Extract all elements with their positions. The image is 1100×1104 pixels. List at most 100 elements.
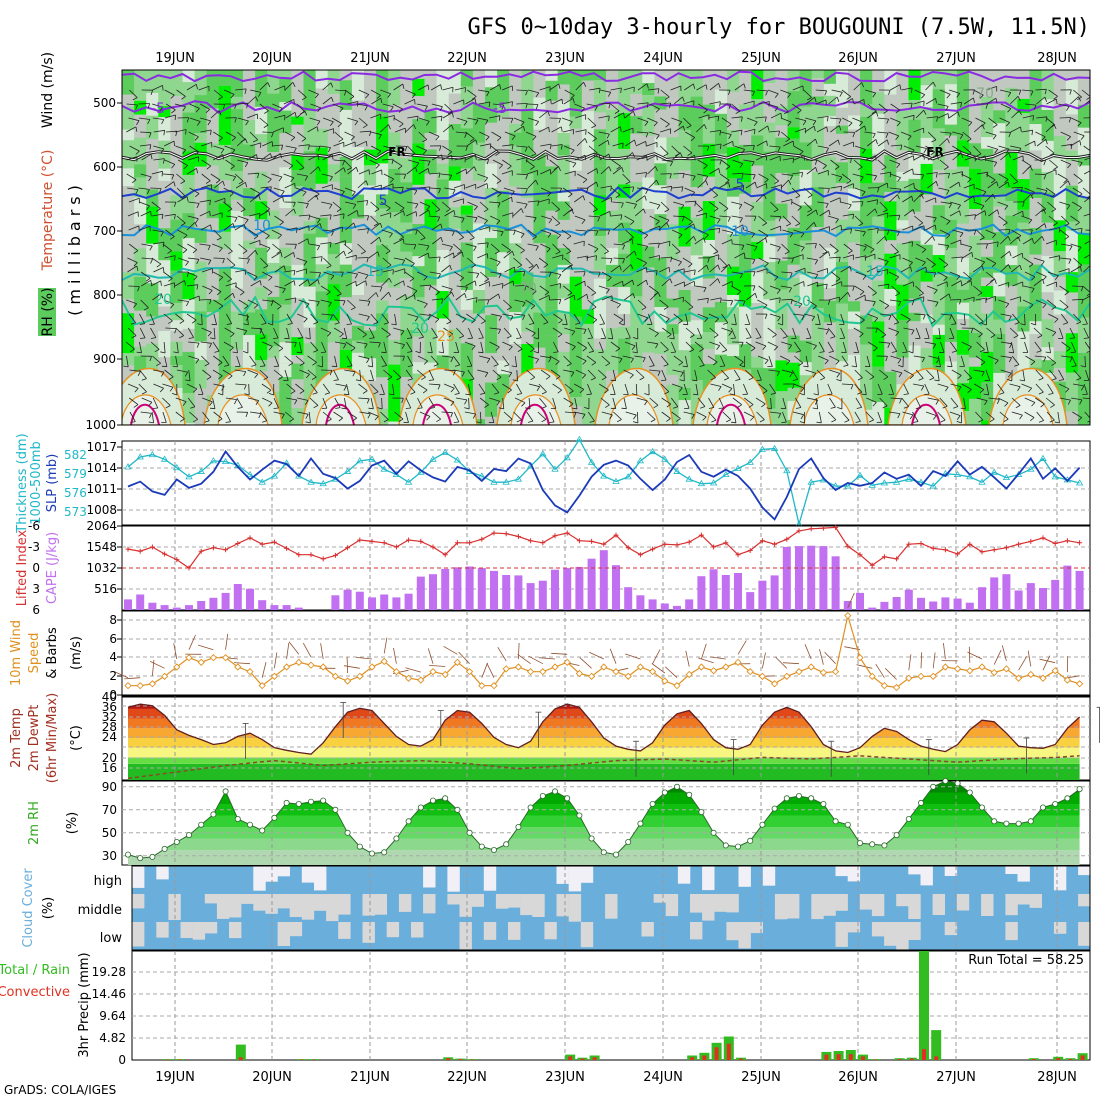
rh-cell	[134, 277, 147, 311]
rh-cell	[449, 132, 462, 166]
rh-cell	[667, 334, 680, 375]
rh-cell	[425, 285, 438, 298]
wind-barb-flag	[804, 156, 805, 161]
rh-cell	[642, 70, 655, 83]
rh-cell	[219, 232, 232, 249]
rh-cell	[316, 129, 329, 148]
rh-cell	[388, 252, 401, 288]
rh-cell	[279, 424, 292, 435]
rh-cell	[388, 212, 401, 251]
rh-cell	[449, 124, 462, 132]
rh-cell	[727, 344, 740, 356]
rh-cell	[279, 133, 292, 167]
rh-cell	[606, 309, 619, 328]
rh-cell	[667, 375, 680, 385]
rh-cell	[775, 70, 788, 106]
rh-cell	[340, 110, 353, 125]
rh-cell	[291, 216, 304, 253]
rh-cell	[1066, 126, 1079, 151]
rh-cell	[473, 361, 486, 401]
rh-cell	[763, 123, 776, 152]
rh-cell	[195, 302, 208, 311]
wind-barb-flag	[502, 283, 503, 288]
rh-cell	[304, 234, 317, 259]
rh-cell	[558, 312, 571, 335]
rh-cell	[158, 117, 171, 141]
rh-cell	[546, 335, 559, 374]
rh-cell	[872, 183, 885, 206]
rh-cell	[630, 116, 643, 133]
rh-cell	[836, 335, 849, 361]
rh-cell	[812, 70, 825, 78]
rh-cell	[340, 125, 353, 157]
rh-cell	[207, 218, 220, 257]
wind-barb	[999, 230, 1010, 231]
wind-barb-flag	[695, 155, 696, 160]
rh-cell	[195, 326, 208, 342]
rh-cell	[1030, 124, 1043, 150]
rh-cell	[558, 343, 571, 352]
rh-cell	[328, 233, 341, 243]
rh-cell	[195, 70, 208, 95]
rh-cell	[1078, 70, 1091, 92]
rh-cell	[1030, 98, 1043, 124]
wind-barb-flag	[560, 284, 561, 289]
wind-barb-flag	[1033, 116, 1034, 121]
rh-cell	[316, 237, 329, 264]
rh-cell	[425, 174, 438, 200]
rh-cell	[848, 311, 861, 329]
rh-cell	[485, 277, 498, 290]
rh-cell	[291, 117, 304, 125]
rh-cell	[582, 356, 595, 389]
rh-cell	[727, 267, 740, 295]
rh-cell	[836, 108, 849, 126]
rh-cell	[824, 288, 837, 300]
wind-barb-flag	[151, 211, 152, 216]
rh-cell	[437, 230, 450, 250]
rh-cell	[291, 355, 304, 363]
rh-cell	[848, 242, 861, 267]
wind-barb-flag	[1059, 228, 1060, 233]
rh-cell	[340, 243, 353, 264]
rh-cell	[775, 261, 788, 290]
wind-barb-flag	[719, 408, 724, 409]
rh-cell	[473, 201, 486, 223]
rh-cell	[582, 408, 595, 433]
rh-cell	[1017, 113, 1030, 151]
rh-cell	[654, 354, 667, 375]
wind-barb-flag	[273, 338, 278, 339]
wind-barb-flag	[186, 130, 187, 135]
rh-cell	[134, 164, 147, 177]
rh-cell	[1054, 96, 1067, 136]
rh-cell	[884, 178, 897, 192]
wind-barb-flag	[162, 366, 167, 367]
rh-cell	[594, 80, 607, 112]
rh-cell	[1078, 197, 1091, 215]
rh-cell	[594, 236, 607, 258]
rh-cell	[703, 332, 716, 349]
wind-barb-flag	[452, 155, 453, 160]
rh-cell	[812, 161, 825, 172]
wind-barb-flag	[622, 408, 627, 409]
rh-cell	[703, 201, 716, 240]
rh-cell	[1054, 351, 1067, 368]
rh-cell	[824, 189, 837, 206]
rh-cell	[412, 362, 425, 373]
top-date-label: 21JUN	[350, 51, 390, 66]
rh-cell	[509, 198, 522, 210]
top-date-label: 24JUN	[643, 51, 683, 66]
rh-cell	[1030, 334, 1043, 359]
rh-cell	[775, 219, 788, 234]
rh-cell	[364, 308, 377, 330]
rh-cell	[195, 167, 208, 197]
rh-cell	[170, 96, 183, 131]
rh-cell	[739, 70, 752, 104]
wind-barb-flag	[683, 324, 688, 325]
rh-cell	[582, 160, 595, 174]
wind-barb-flag	[512, 102, 513, 107]
rh-cell	[473, 325, 486, 361]
wind-barb-flag	[393, 270, 394, 275]
wind-barb-flag	[646, 141, 647, 146]
rh-cell	[328, 342, 341, 372]
rh-cell	[231, 70, 244, 97]
